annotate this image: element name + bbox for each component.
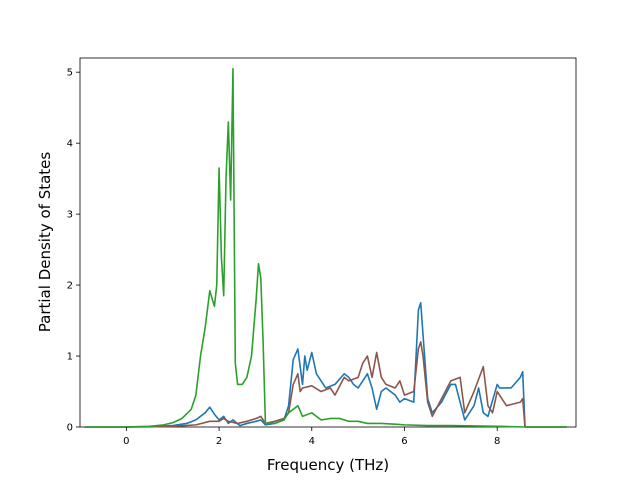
- y-tick-label: 5: [67, 68, 73, 79]
- y-axis: 0 1 2 3 4 5: [67, 68, 80, 434]
- x-tick-label: 2: [216, 436, 222, 447]
- series-line-3: [84, 67, 567, 428]
- series-layer: [84, 67, 567, 428]
- plot-frame: [79, 57, 577, 428]
- y-axis-label: Partial Density of States: [36, 152, 54, 333]
- y-tick-label: 2: [67, 281, 73, 292]
- plot-area: [79, 57, 577, 428]
- x-tick-label: 6: [401, 436, 407, 447]
- y-tick-label: 3: [67, 210, 73, 221]
- x-tick-label: 8: [494, 436, 500, 447]
- x-axis-label: Frequency (THz): [267, 456, 389, 474]
- x-axis: 0 2 4 6 8: [123, 427, 500, 447]
- x-tick-label: 4: [309, 436, 315, 447]
- y-tick-label: 4: [67, 139, 73, 150]
- series-line-2: [84, 341, 567, 428]
- x-tick-label: 0: [123, 436, 129, 447]
- y-tick-label: 0: [67, 423, 73, 434]
- y-tick-label: 1: [67, 352, 73, 363]
